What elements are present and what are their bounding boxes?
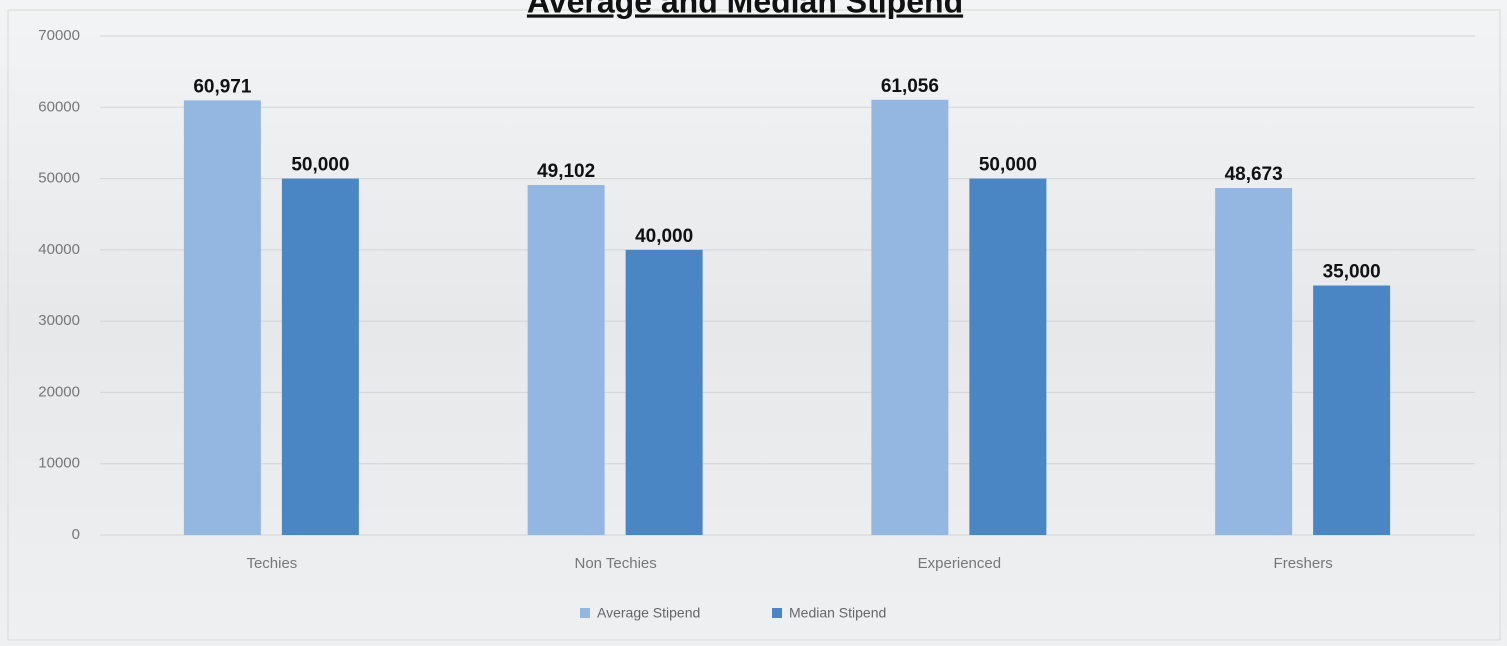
bar: [183, 100, 261, 536]
y-tick-label: 50000: [38, 170, 80, 187]
chart-title: Average and Median Stipend: [527, 0, 963, 19]
x-tick-label: Techies: [246, 555, 297, 572]
y-tick-label: 20000: [38, 383, 80, 400]
legend-label: Median Stipend: [789, 605, 886, 621]
legend-label: Average Stipend: [597, 605, 700, 621]
y-tick-label: 40000: [38, 241, 80, 258]
value-label: 61,056: [881, 76, 939, 97]
bar: [1215, 188, 1293, 535]
bar: [527, 184, 605, 535]
value-label: 35,000: [1323, 262, 1381, 283]
bar: [281, 178, 359, 536]
x-tick-label: Experienced: [918, 555, 1001, 572]
bar: [871, 99, 949, 536]
value-label: 49,102: [537, 161, 595, 182]
bar: [1313, 285, 1391, 535]
chart-frame: [7, 9, 1501, 641]
value-label: 50,000: [291, 155, 349, 176]
value-label: 50,000: [979, 155, 1037, 176]
value-label: 60,971: [193, 76, 252, 97]
y-tick-label: 30000: [38, 312, 80, 329]
y-tick-label: 0: [72, 526, 80, 543]
y-tick-label: 60000: [38, 98, 80, 115]
y-tick-label: 10000: [38, 455, 80, 472]
value-label: 40,000: [635, 226, 693, 247]
y-tick-label: 70000: [38, 27, 80, 44]
x-tick-label: Freshers: [1274, 555, 1333, 572]
x-tick-label: Non Techies: [574, 555, 656, 572]
value-label: 48,673: [1225, 164, 1283, 185]
legend-swatch: [580, 608, 590, 618]
bar: [969, 178, 1047, 536]
bar: [625, 249, 703, 535]
legend-swatch: [772, 608, 782, 618]
